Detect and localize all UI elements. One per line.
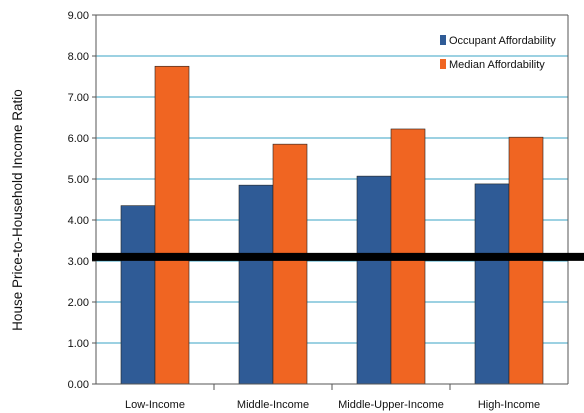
axes	[95, 14, 569, 385]
y-tick-label: 0.00	[68, 379, 89, 391]
y-tick-label: 8.00	[68, 51, 89, 63]
y-tick-label: 1.00	[68, 338, 89, 350]
legend-label-0: Occupant Affordability	[449, 35, 556, 47]
bar-median-1	[272, 143, 308, 385]
x-tick-label: Middle-Income	[237, 399, 309, 411]
bar-occupant-1	[238, 184, 274, 385]
y-tick-label: 6.00	[68, 133, 89, 145]
bar-occupant-0	[120, 205, 156, 385]
x-tick-label: High-Income	[478, 399, 540, 411]
legend: Occupant Affordability Median Affordabili…	[440, 35, 556, 71]
x-axis-ticks: Low-Income Middle-Income Middle-Upper-Inco…	[125, 384, 540, 411]
legend-swatch-0	[440, 35, 446, 45]
bar-occupant-3	[474, 183, 510, 385]
bar-median-0	[154, 65, 190, 385]
bars	[120, 65, 544, 385]
bar-occupant-2	[356, 175, 392, 385]
y-axis-ticks: 0.00 1.00 2.00 3.00 4.00 5.00 6.00 7.00 8.00 9.00	[68, 10, 96, 391]
y-tick-label: 2.00	[68, 297, 89, 309]
x-tick-label: Middle-Upper-Income	[338, 399, 444, 411]
x-tick-label: Low-Income	[125, 399, 185, 411]
y-tick-label: 5.00	[68, 174, 89, 186]
y-tick-label: 3.00	[68, 256, 89, 268]
y-tick-label: 7.00	[68, 92, 89, 104]
y-tick-label: 9.00	[68, 10, 89, 22]
y-tick-label: 4.00	[68, 215, 89, 227]
legend-swatch-1	[440, 59, 446, 69]
y-axis-title: House Price-to-Household Income Ratio	[10, 89, 25, 331]
legend-label-1: Median Affordability	[449, 59, 545, 71]
